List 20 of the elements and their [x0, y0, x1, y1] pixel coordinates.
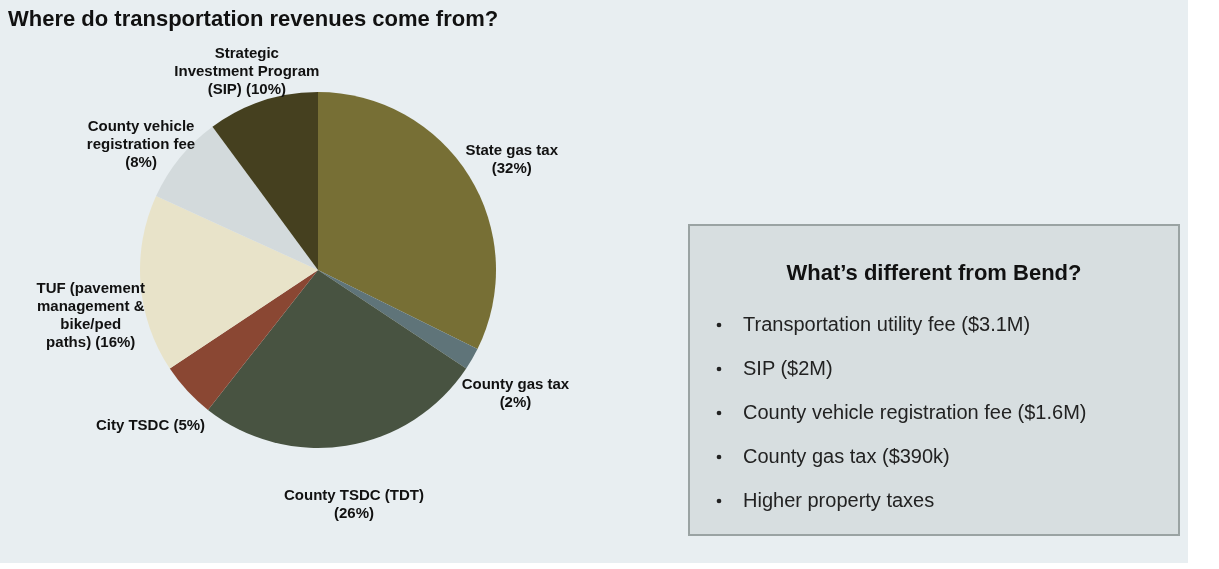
slice-label: State gas tax: [465, 140, 559, 158]
data-label: (2%): [499, 393, 532, 410]
slice-label: Strategic Investment Program (SIP) (10%): [174, 44, 320, 98]
text: SIP ($2M): [743, 357, 833, 379]
pie-slice: [318, 270, 478, 369]
text: County vehicle registration fee ($1.6M): [743, 401, 1087, 423]
text: County gas tax ($390k): [743, 445, 950, 467]
data-label: (26%): [334, 504, 375, 522]
text: What’s different from Bend?: [786, 260, 1082, 285]
chart-title: Where do transportation revenues come from?: [8, 6, 499, 31]
text: Transportation utility fee ($3.1M): [743, 313, 1031, 335]
slice-label: County vehicle registration fee: [86, 117, 196, 153]
data-label: (32%): [491, 158, 532, 176]
slice-label: TUF (pavement management & bike/ped paths) (16%): [36, 279, 145, 351]
slice-label: County gas tax: [461, 375, 570, 392]
slice-label: County TSDC (TDT): [284, 486, 425, 504]
data-label: (8%): [125, 153, 157, 171]
pie-slice: [169, 270, 318, 410]
slice-label: City TSDC (5%): [95, 415, 206, 433]
text: Higher property taxes: [743, 489, 935, 511]
